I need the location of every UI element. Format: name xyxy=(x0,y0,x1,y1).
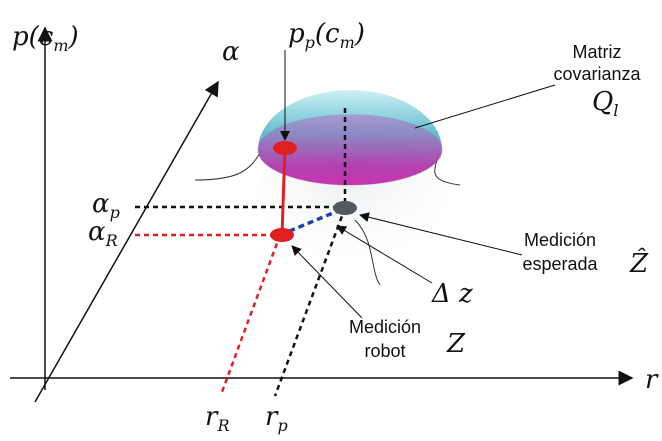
robot-symbol: Z xyxy=(446,329,466,359)
horizontal-axis-label: r xyxy=(645,365,659,395)
vertical-axis-label: p(cm) xyxy=(12,22,79,55)
robot-point xyxy=(270,228,294,242)
r-p-label: rp xyxy=(265,402,288,435)
delta-label: Δ z xyxy=(431,279,473,309)
expected-point xyxy=(333,201,357,215)
r-r-label: rR xyxy=(205,402,229,435)
diagram: p(cm) α r pp(cm) Matrizcovarianza Ql αp … xyxy=(0,0,662,441)
expected-symbol: Ẑ xyxy=(629,247,649,279)
diagonal-axis-label: α xyxy=(222,37,240,67)
top-point xyxy=(273,141,297,155)
top-label: pp(cm) xyxy=(288,19,365,52)
covariance-symbol: Ql xyxy=(592,87,618,120)
